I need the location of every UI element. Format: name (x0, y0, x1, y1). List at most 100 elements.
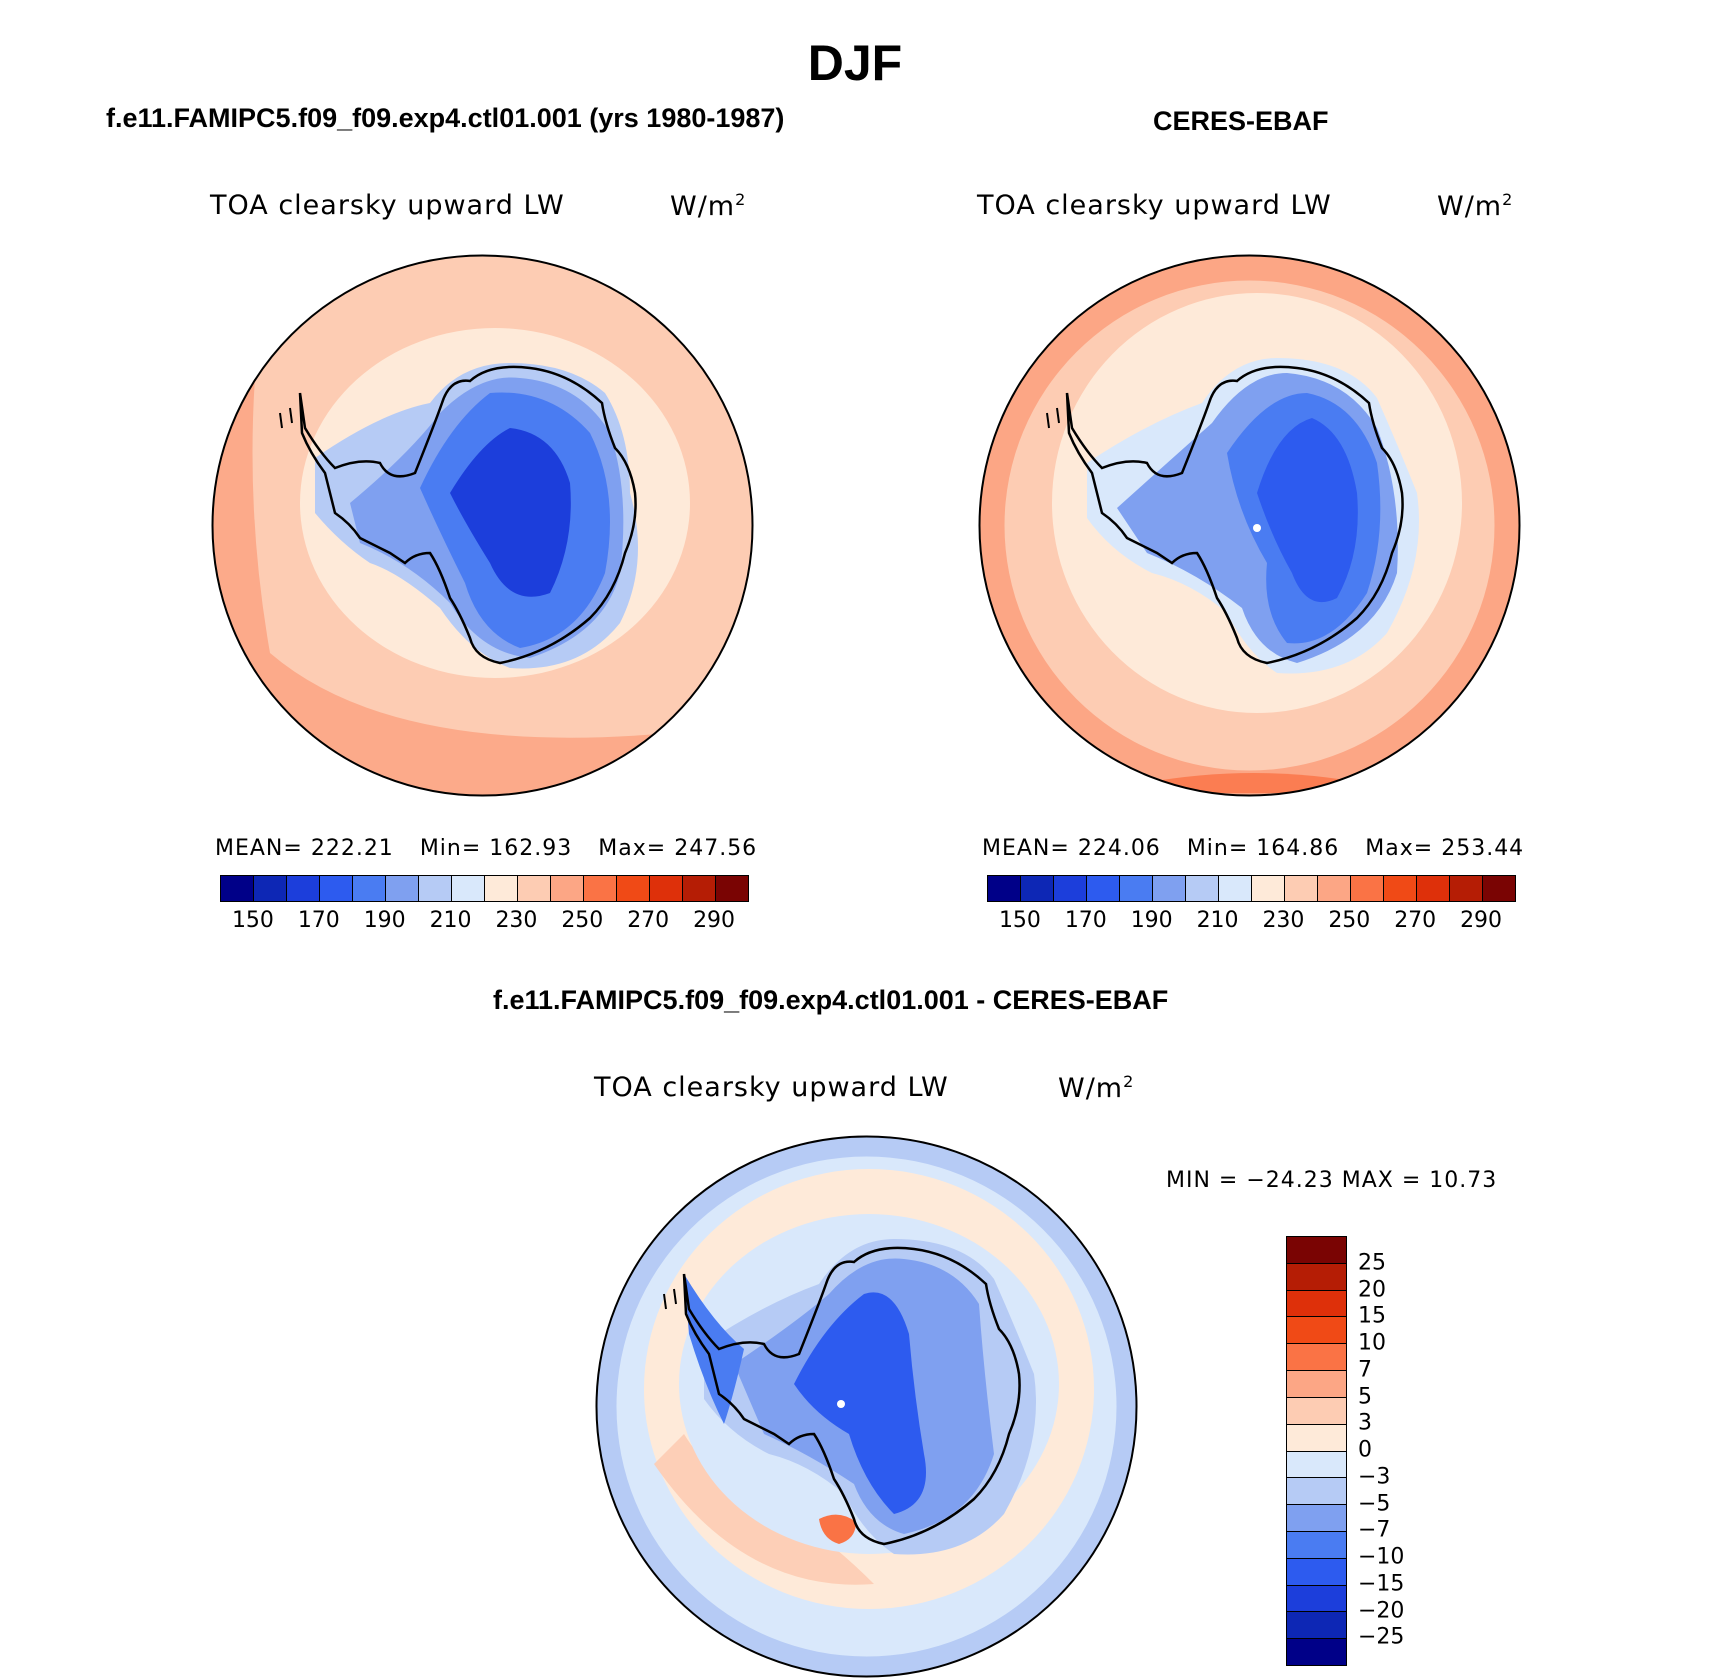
colorbar-tick-label: 230 (1262, 908, 1305, 933)
colorbar-tick-label: −3 (1358, 1464, 1391, 1490)
diff-units-label: W/m2 (1058, 1072, 1135, 1104)
colorbar-box (650, 876, 683, 901)
colorbar-tick-label: 10 (1358, 1330, 1386, 1356)
colorbar-tick-label: 150 (231, 908, 274, 933)
colorbar-box (551, 876, 584, 901)
obs-stats: MEAN= 224.06 Min= 164.86 Max= 253.44 (982, 836, 1525, 861)
colorbar-box (419, 876, 452, 901)
model-stats: MEAN= 222.21 Min= 162.93 Max= 247.56 (215, 836, 758, 861)
model-polar-map (211, 254, 754, 797)
colorbar-box (1287, 1558, 1346, 1586)
obs-max-value: 253.44 (1441, 836, 1525, 861)
colorbar-tick-label: 7 (1358, 1357, 1372, 1383)
obs-colorbar-ticks: 150 170 190 210 230 250 270 290 (987, 908, 1514, 938)
obs-plateau (1257, 418, 1358, 603)
colorbar-box (1384, 876, 1417, 901)
colorbar-box (988, 876, 1021, 901)
colorbar-box (1285, 876, 1318, 901)
diff-variable-label: TOA clearsky upward LW (594, 1072, 949, 1103)
diff-hotspot (819, 1514, 856, 1544)
diff-case-title: f.e11.FAMIPC5.f09_f09.exp4.ctl01.001 - C… (493, 985, 1169, 1015)
colorbar-tick-label: 25 (1358, 1250, 1386, 1276)
model-units-label: W/m2 (670, 190, 747, 222)
colorbar-tick-label: 210 (429, 908, 472, 933)
colorbar-tick-label: 270 (1394, 908, 1437, 933)
model-max-value: 247.56 (674, 836, 758, 861)
colorbar-tick-label: 170 (297, 908, 340, 933)
colorbar-tick-label: 190 (1130, 908, 1173, 933)
colorbar-box (1120, 876, 1153, 901)
colorbar-box (1287, 1344, 1346, 1372)
colorbar-tick-label: 190 (363, 908, 406, 933)
colorbar-box (386, 876, 419, 901)
colorbar-box (1417, 876, 1450, 901)
colorbar-box (683, 876, 716, 901)
obs-pole-marker (1253, 524, 1261, 532)
colorbar-tick-label: 170 (1064, 908, 1107, 933)
model-variable-label: TOA clearsky upward LW (210, 190, 565, 221)
colorbar-box (1318, 876, 1351, 901)
colorbar-tick-label: −10 (1358, 1544, 1405, 1570)
colorbar-box (485, 876, 518, 901)
colorbar-box (1450, 876, 1483, 901)
colorbar-box (1287, 1397, 1346, 1425)
colorbar-box (1287, 1317, 1346, 1345)
colorbar-box (1021, 876, 1054, 901)
colorbar-tick-label: −15 (1358, 1571, 1405, 1597)
colorbar-box (584, 876, 617, 901)
colorbar-box (617, 876, 650, 901)
colorbar-box (1153, 876, 1186, 901)
colorbar-tick-label: 20 (1358, 1277, 1386, 1302)
colorbar-box (1287, 1451, 1346, 1479)
obs-variable-label: TOA clearsky upward LW (977, 190, 1332, 221)
model-min-value: 162.93 (489, 836, 573, 861)
obs-outer-hotband (1097, 773, 1407, 793)
diff-minmax-text: MIN = −24.23 MAX = 10.73 (1166, 1168, 1498, 1193)
colorbar-tick-label: 290 (1460, 908, 1503, 933)
colorbar-tick-label: 230 (495, 908, 538, 933)
colorbar-box (716, 876, 748, 901)
colorbar-box (1054, 876, 1087, 901)
obs-polar-map (978, 254, 1521, 797)
colorbar-box (1287, 1478, 1346, 1506)
colorbar-tick-label: 5 (1358, 1384, 1372, 1409)
colorbar-box (287, 876, 320, 901)
figure-title: DJF (807, 35, 903, 91)
colorbar-box (1287, 1290, 1346, 1318)
colorbar-box (254, 876, 287, 901)
obs-coastline (1065, 365, 1404, 665)
model-colorbar-ticks: 150 170 190 210 230 250 270 290 (220, 908, 747, 938)
obs-min-value: 164.86 (1256, 836, 1340, 861)
colorbar-box (1252, 876, 1285, 901)
model-coastline (298, 365, 637, 665)
colorbar-box (1219, 876, 1252, 901)
diff-colorbar-ticks: 25 20 15 10 7 5 3 0 −3 −5 −7 −10 −15 −20 −25 (1358, 1236, 1438, 1664)
colorbar-tick-label: 250 (561, 908, 604, 933)
colorbar-box (1287, 1531, 1346, 1559)
colorbar-box (1287, 1237, 1346, 1264)
colorbar-box (1287, 1639, 1346, 1665)
obs-mean-value: 224.06 (1077, 836, 1161, 861)
colorbar-tick-label: 250 (1328, 908, 1371, 933)
colorbar-box (320, 876, 353, 901)
obs-colorbar (987, 875, 1516, 902)
colorbar-box (1287, 1505, 1346, 1532)
diff-polar-map (595, 1135, 1138, 1678)
colorbar-tick-label: −5 (1358, 1491, 1391, 1516)
diff-colorbar (1286, 1236, 1347, 1666)
model-colorbar (220, 875, 749, 902)
colorbar-box (1087, 876, 1120, 901)
obs-map-border (978, 254, 1521, 797)
obs-units-label: W/m2 (1437, 190, 1514, 222)
colorbar-box (1287, 1371, 1346, 1398)
diff-coastline (682, 1246, 1021, 1546)
colorbar-box (1287, 1424, 1346, 1452)
colorbar-box (353, 876, 386, 901)
colorbar-tick-label: −20 (1358, 1598, 1405, 1623)
colorbar-box (1287, 1585, 1346, 1613)
colorbar-tick-label: −7 (1358, 1517, 1391, 1543)
colorbar-box (1287, 1263, 1346, 1291)
colorbar-box (1483, 876, 1515, 901)
colorbar-tick-label: −25 (1358, 1624, 1405, 1650)
colorbar-box (1351, 876, 1384, 901)
